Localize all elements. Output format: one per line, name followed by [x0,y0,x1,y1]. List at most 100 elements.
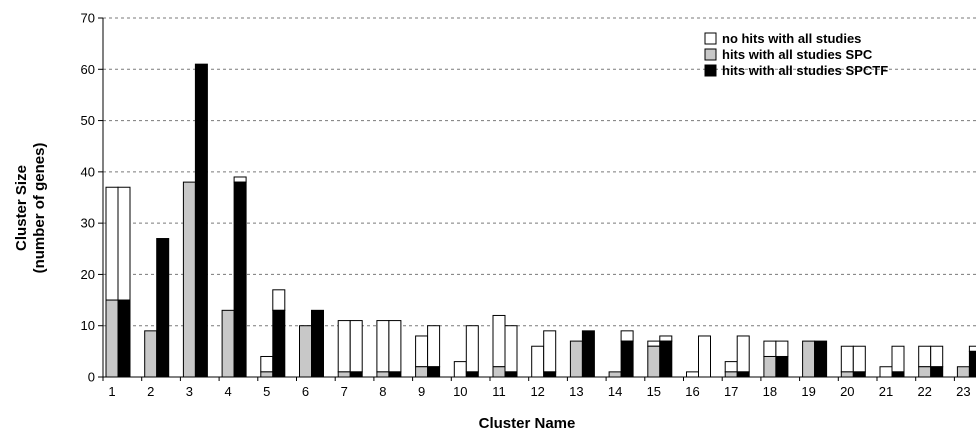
x-tick-label: 19 [801,384,815,399]
x-tick-label: 3 [186,384,193,399]
x-tick-label: 17 [724,384,738,399]
bar-spctf-hits-cluster-5 [272,309,286,378]
bar-spctf-hits-cluster-10 [465,371,479,378]
bar-spctf-no-hits-cluster-1 [117,186,131,301]
bar-spctf-no-hits-cluster-5 [272,289,286,311]
x-tick-label: 23 [956,384,970,399]
bar-spctf-hits-cluster-9 [427,366,441,378]
bar-spc-hits-cluster-1 [105,299,119,378]
bar-spc-hits-cluster-17 [724,371,738,378]
bars-group [105,63,976,378]
bar-spctf-no-hits-cluster-17 [736,335,750,373]
bar-spc-hits-cluster-23 [956,366,970,378]
bar-spctf-no-hits-cluster-22 [930,345,944,368]
bar-spctf-hits-cluster-4 [233,181,247,378]
bar-spc-no-hits-cluster-10 [453,361,467,378]
x-tick-label: 6 [302,384,309,399]
bar-spctf-no-hits-cluster-7 [349,320,363,373]
bar-spc-no-hits-cluster-22 [918,345,932,368]
bar-spctf-hits-cluster-17 [736,371,750,378]
bar-spctf-hits-cluster-23 [968,350,976,378]
bar-spctf-hits-cluster-20 [852,371,866,378]
y-tick-label: 50 [81,113,95,128]
bar-spc-hits-cluster-8 [376,371,390,378]
legend-label-spctf: hits with all studies SPCTF [722,63,888,78]
x-axis-title: Cluster Name [479,415,576,432]
bar-spc-hits-cluster-15 [647,345,661,378]
bar-spctf-hits-cluster-12 [543,371,557,378]
bar-spctf-no-hits-cluster-10 [465,325,479,373]
bar-spctf-hits-cluster-6 [311,309,324,378]
bar-spctf-no-hits-cluster-23 [968,345,976,352]
bar-spctf-hits-cluster-22 [930,366,944,378]
bar-spctf-no-hits-cluster-15 [659,335,673,342]
y-tick-label: 30 [81,216,95,231]
bar-spc-no-hits-cluster-12 [531,345,545,378]
bar-spctf-no-hits-cluster-21 [891,345,905,373]
bar-spc-hits-cluster-3 [182,181,196,378]
x-tick-label: 21 [879,384,893,399]
x-tick-label: 8 [379,384,386,399]
legend-swatch-spc [704,48,717,61]
bar-spc-no-hits-cluster-18 [763,340,777,357]
x-tick-label: 14 [608,384,622,399]
legend-swatch-spctf [704,64,717,77]
x-tick-label: 4 [224,384,231,399]
bar-spctf-hits-cluster-3 [194,63,208,378]
bar-spctf-hits-cluster-13 [581,330,595,378]
bar-spctf-no-hits-cluster-18 [775,340,789,357]
y-tick-label: 20 [81,267,95,282]
y-tick-label: 40 [81,164,95,179]
bar-spc-hits-cluster-19 [802,340,816,378]
x-axis-ticks: 1234567891011121314151617181920212223242… [102,377,971,399]
bar-spctf-hits-cluster-15 [659,340,673,378]
bar-spc-no-hits-cluster-1 [105,186,119,301]
bar-spc-no-hits-cluster-11 [492,314,506,368]
x-tick-label: 16 [685,384,699,399]
bar-spc-no-hits-cluster-7 [337,320,351,373]
y-tick-label: 10 [81,318,95,333]
bar-spc-no-hits-cluster-20 [840,345,854,373]
bar-spc-hits-cluster-6 [299,325,312,378]
bar-spc-hits-cluster-5 [260,371,274,378]
x-tick-label: 2 [147,384,154,399]
y-tick-label: 60 [81,62,95,77]
x-tick-label: 22 [917,384,931,399]
bar-spctf-no-hits-cluster-11 [504,325,518,373]
x-tick-label: 13 [569,384,583,399]
bar-spctf-hits-cluster-21 [891,371,905,378]
x-tick-label: 5 [263,384,270,399]
y-tick-label: 70 [81,11,95,26]
bar-spc-hits-cluster-13 [569,340,583,378]
bar-spc-hits-cluster-2 [144,330,158,378]
gridlines [103,17,976,327]
bar-spc-no-hits-cluster-21 [879,366,893,378]
bar-spc-hits-cluster-22 [918,366,932,378]
x-tick-label: 18 [763,384,777,399]
bar-spctf-no-hits-cluster-9 [427,325,441,368]
bar-spctf-hits-cluster-8 [388,371,402,378]
bar-spc-no-hits-cluster-9 [415,335,429,368]
legend-swatch-none [704,32,717,45]
bar-spctf-hits-cluster-14 [620,340,634,378]
bar-spc-hits-cluster-14 [608,371,622,378]
bar-spctf-hits-cluster-19 [814,340,828,378]
y-axis-title-line1: Cluster Size [13,165,30,251]
bar-spctf-no-hits-cluster-12 [543,330,557,373]
x-tick-label: 12 [530,384,544,399]
bar-spc-no-hits-cluster-8 [376,320,390,373]
bar-spctf-no-hits-cluster-4 [233,176,247,183]
y-axis-title-line2: (number of genes) [31,143,48,274]
x-tick-label: 11 [492,384,506,399]
bar-spctf-hits-cluster-2 [156,238,170,378]
x-tick-label: 10 [453,384,467,399]
x-tick-label: 1 [108,384,115,399]
bar-spctf-hits-cluster-11 [504,371,518,378]
bar-spc-hits-cluster-11 [492,366,506,378]
bar-spc-no-hits-cluster-17 [724,361,738,373]
bar-spc-hits-cluster-18 [763,355,777,378]
bar-spc-hits-cluster-20 [840,371,854,378]
bar-spc-hits-cluster-7 [337,371,351,378]
